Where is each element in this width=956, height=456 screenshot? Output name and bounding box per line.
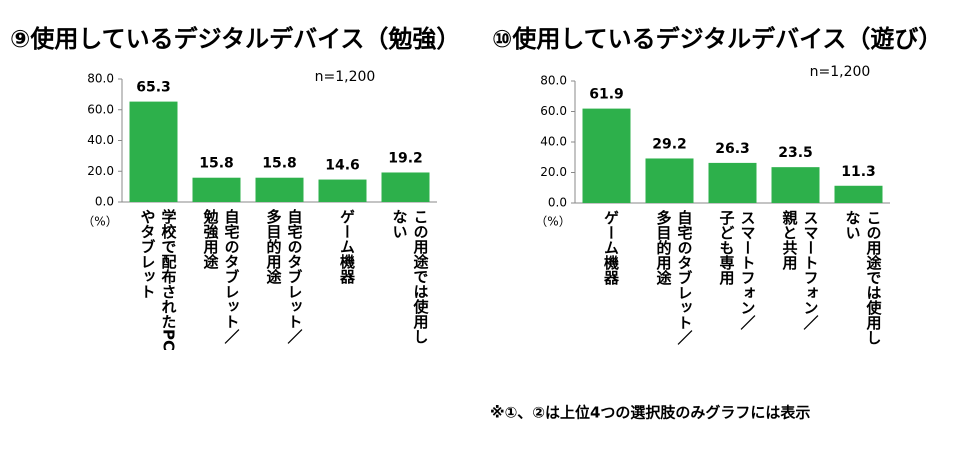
y-tick-label: 60.0 [540, 104, 567, 118]
y-tick-label: 0.0 [95, 195, 114, 209]
unit-label: （%） [82, 215, 117, 229]
bar [129, 101, 178, 202]
sample-size: n=1,200 [810, 64, 871, 80]
bar [192, 177, 241, 202]
category-label: 自宅のタブレット／ 多目的用途 [654, 210, 694, 345]
bar [645, 158, 694, 203]
value-label: 26.3 [715, 141, 750, 157]
y-tick-label: 80.0 [540, 74, 567, 88]
value-label: 15.8 [262, 156, 297, 172]
bar [255, 177, 304, 202]
category-label: この用途では使用し ない [390, 209, 430, 344]
category-label: 学校で配布されたPC やタブレット [138, 209, 178, 352]
unit-label: （%） [535, 215, 570, 229]
bar [708, 162, 757, 203]
category-label: スマートフォン／ 子ども専用 [717, 210, 757, 330]
footnote: ※①、②は上位4つの選択肢のみグラフには表示 [490, 404, 810, 422]
bar [381, 172, 430, 202]
bar [582, 108, 631, 203]
value-label: 61.9 [589, 87, 624, 103]
bar [834, 185, 883, 203]
category-label: 自宅のタブレット／ 多目的用途 [264, 209, 304, 344]
category-label: 自宅のタブレット／ 勉強用途 [201, 209, 241, 344]
bar [318, 179, 367, 202]
category-label: ゲーム機器 [602, 210, 620, 285]
value-label: 15.8 [199, 156, 234, 172]
value-label: 19.2 [388, 150, 423, 166]
y-tick-label: 40.0 [87, 133, 114, 147]
category-label: スマートフォン／ 親と共用 [780, 210, 820, 330]
y-tick-label: 0.0 [548, 196, 567, 210]
y-tick-label: 40.0 [540, 135, 567, 149]
value-label: 11.3 [841, 164, 876, 180]
value-label: 65.3 [136, 80, 171, 96]
value-label: 29.2 [652, 136, 687, 152]
category-label: この用途では使用し ない [843, 210, 883, 345]
y-tick-label: 60.0 [87, 102, 114, 116]
value-label: 14.6 [325, 158, 360, 174]
y-tick-label: 20.0 [87, 164, 114, 178]
category-label: ゲーム機器 [338, 209, 356, 284]
chart-title: ⑩使用しているデジタルデバイス（遊び） [492, 25, 942, 53]
chart-title: ⑨使用しているデジタルデバイス（勉強） [10, 25, 460, 53]
y-tick-label: 80.0 [87, 72, 114, 86]
sample-size: n=1,200 [315, 69, 376, 85]
value-label: 23.5 [778, 145, 813, 161]
y-tick-label: 20.0 [540, 165, 567, 179]
bar [771, 167, 820, 203]
